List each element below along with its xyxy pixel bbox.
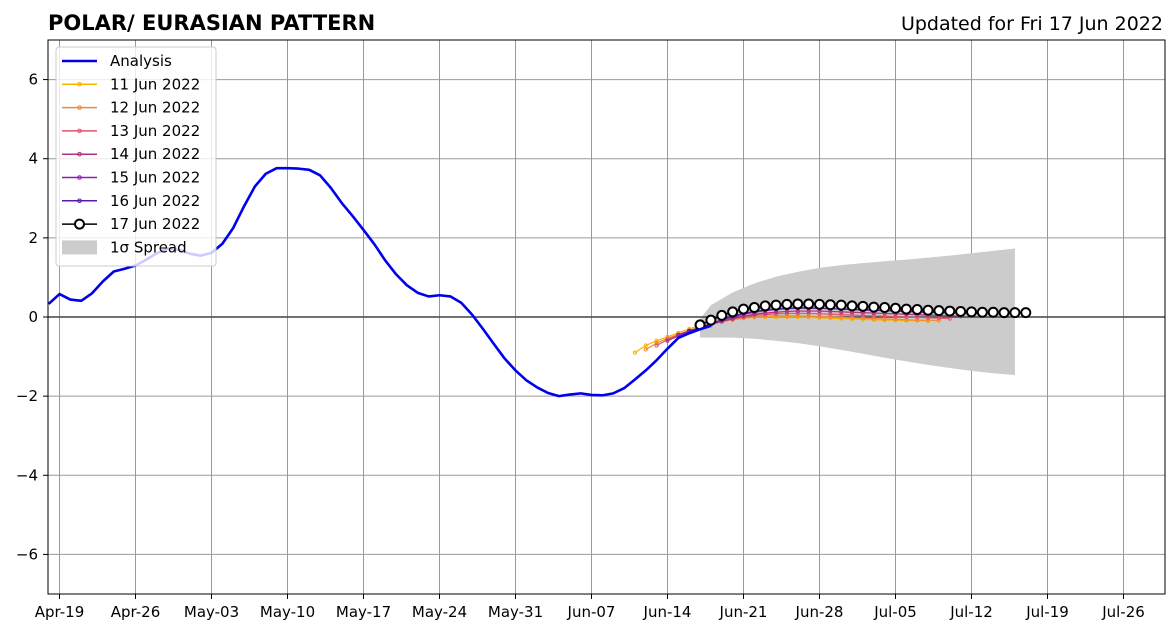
- forecast-point: [676, 332, 681, 337]
- legend-marker: [77, 151, 82, 157]
- forecast-point: [654, 343, 659, 348]
- forecast-line: [634, 316, 929, 354]
- legend-label: 17 Jun 2022: [110, 215, 200, 233]
- y-tick-label: −2: [16, 387, 38, 405]
- x-tick-label: May-10: [260, 603, 315, 621]
- y-tick-label: 4: [28, 150, 38, 168]
- forecast-point: [987, 306, 999, 318]
- forecast-point: [727, 306, 739, 318]
- forecast-point: [784, 313, 790, 318]
- forecast-point: [879, 302, 891, 314]
- forecast-point: [966, 306, 977, 318]
- x-tick-label: May-17: [336, 603, 391, 621]
- forecast-point: [770, 299, 782, 311]
- forecast-point: [748, 302, 760, 314]
- forecast-point: [643, 347, 648, 352]
- forecast-point: [803, 298, 815, 310]
- forecast-point: [933, 305, 945, 317]
- forecast-point: [911, 303, 923, 315]
- series-group: [48, 166, 1165, 398]
- forecast-point: [795, 313, 800, 318]
- legend-marker: [77, 105, 82, 110]
- legend-box: [55, 46, 217, 267]
- legend-swatch: [62, 240, 97, 255]
- legend-label: 13 Jun 2022: [110, 122, 200, 140]
- x-tick-label: Jul-12: [949, 603, 993, 621]
- forecast-point: [1009, 307, 1021, 319]
- forecast-point: [846, 300, 858, 312]
- forecast-point: [900, 303, 912, 315]
- y-tick-label: −4: [16, 466, 38, 484]
- x-tick-label: May-31: [488, 603, 543, 621]
- forecast-point: [738, 303, 749, 315]
- forecast-point: [654, 338, 659, 343]
- x-tick-label: Jun-07: [567, 603, 616, 621]
- legend-label: 1σ Spread: [110, 238, 187, 256]
- forecast-point: [781, 298, 793, 310]
- chart-subtitle: Updated for Fri 17 Jun 2022: [901, 13, 1163, 35]
- chart-title: POLAR/ EURASIAN PATTERN: [48, 11, 375, 35]
- forecast-point: [890, 302, 901, 314]
- forecast-point: [922, 304, 934, 316]
- legend-label: 15 Jun 2022: [110, 169, 200, 187]
- forecast-point: [632, 350, 638, 355]
- forecast-point: [835, 299, 847, 311]
- forecast-point: [824, 299, 836, 311]
- forecast-point: [795, 311, 800, 316]
- forecast-point: [716, 309, 728, 321]
- legend-label: 14 Jun 2022: [110, 145, 200, 163]
- legend-marker: [77, 175, 82, 180]
- forecast-point: [955, 305, 967, 317]
- legend-marker: [77, 128, 82, 134]
- plot-area: Apr-19 Apr-26 May-03 May-10 May-17 May-24 May-…: [16, 39, 1166, 621]
- forecast-point: [705, 314, 717, 326]
- forecast-line: [689, 307, 983, 332]
- x-tick-label: Apr-19: [35, 603, 85, 621]
- forecast-point: [759, 300, 771, 312]
- forecast-point: [792, 298, 804, 310]
- x-tick-label: Jun-28: [795, 603, 844, 621]
- y-tick-label: 2: [28, 229, 38, 247]
- forecast-point: [868, 301, 880, 313]
- y-tick-label: −6: [16, 545, 38, 563]
- forecast-line: [667, 310, 961, 342]
- forecast-point: [998, 307, 1010, 319]
- forecast-point: [976, 306, 988, 318]
- legend-marker: [77, 82, 82, 87]
- x-tick-label: Apr-26: [111, 603, 161, 621]
- forecast-point: [643, 343, 648, 348]
- legend-label: Analysis: [110, 52, 172, 70]
- legend-label: 12 Jun 2022: [110, 99, 200, 117]
- legend: Analysis 11 Jun 2022 12 Jun 2022 13 Jun 202…: [55, 46, 217, 267]
- x-tick-label: Jul-19: [1025, 603, 1069, 621]
- forecast-point: [814, 298, 825, 310]
- legend-marker: [74, 218, 85, 230]
- y-tick-label: 0: [28, 308, 38, 326]
- x-tick-label: Jul-26: [1101, 603, 1145, 621]
- forecast-point: [936, 318, 942, 323]
- legend-marker: [77, 198, 82, 204]
- forecast-point: [944, 305, 956, 317]
- legend-label: 11 Jun 2022: [110, 75, 200, 93]
- x-tick-label: May-03: [184, 603, 239, 621]
- y-tick-label: 6: [28, 71, 38, 89]
- x-tick-label: Jun-14: [643, 603, 692, 621]
- x-tick-label: Jun-21: [719, 603, 768, 621]
- legend-label: 16 Jun 2022: [110, 192, 200, 210]
- x-tick-label: May-24: [412, 603, 467, 621]
- forecast-point: [925, 318, 931, 323]
- forecast-point: [1020, 307, 1032, 319]
- forecast-point: [654, 341, 659, 346]
- x-tick-label: Jul-05: [873, 603, 917, 621]
- forecast-point: [665, 338, 670, 343]
- forecast-point: [806, 311, 811, 316]
- axes-frame: [47, 39, 1166, 595]
- forecast-point: [857, 300, 869, 312]
